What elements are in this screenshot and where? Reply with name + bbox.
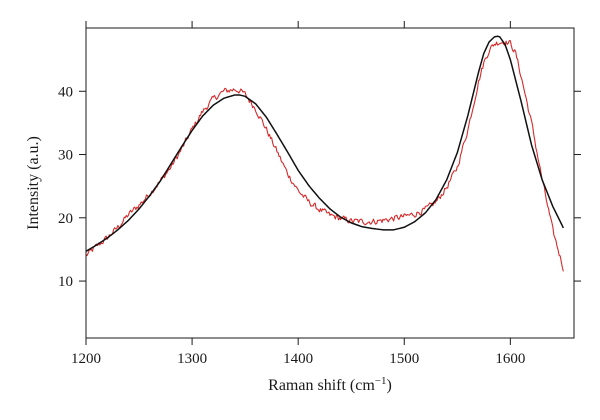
y-tick-label: 10 [58,274,73,290]
x-axis-title: Raman shift (cm−1) [268,375,392,394]
x-axis-title-suffix: ) [387,377,392,394]
x-tick-label: 1400 [283,351,313,367]
x-axis-title-main: Raman shift (cm [268,377,375,394]
y-tick-label: 30 [58,148,73,164]
y-axis-title: Intensity (a.u.) [25,136,42,230]
x-axis-title-superscript: −1 [375,375,387,387]
y-tick-label: 40 [58,84,73,100]
plot-layer [85,35,565,272]
measured-spectrum-line [85,40,564,272]
x-tick-label: 1300 [177,351,207,367]
x-tick-label: 1500 [389,351,419,367]
x-tick-label: 1600 [495,351,525,367]
x-tick-label: 1200 [71,351,101,367]
fitted-curve-line [85,35,565,252]
y-tick-label: 20 [58,211,73,227]
tick-layer: 1200 1300 1400 1500 1600 10 20 30 40 [58,21,581,367]
plot-frame [85,27,575,339]
